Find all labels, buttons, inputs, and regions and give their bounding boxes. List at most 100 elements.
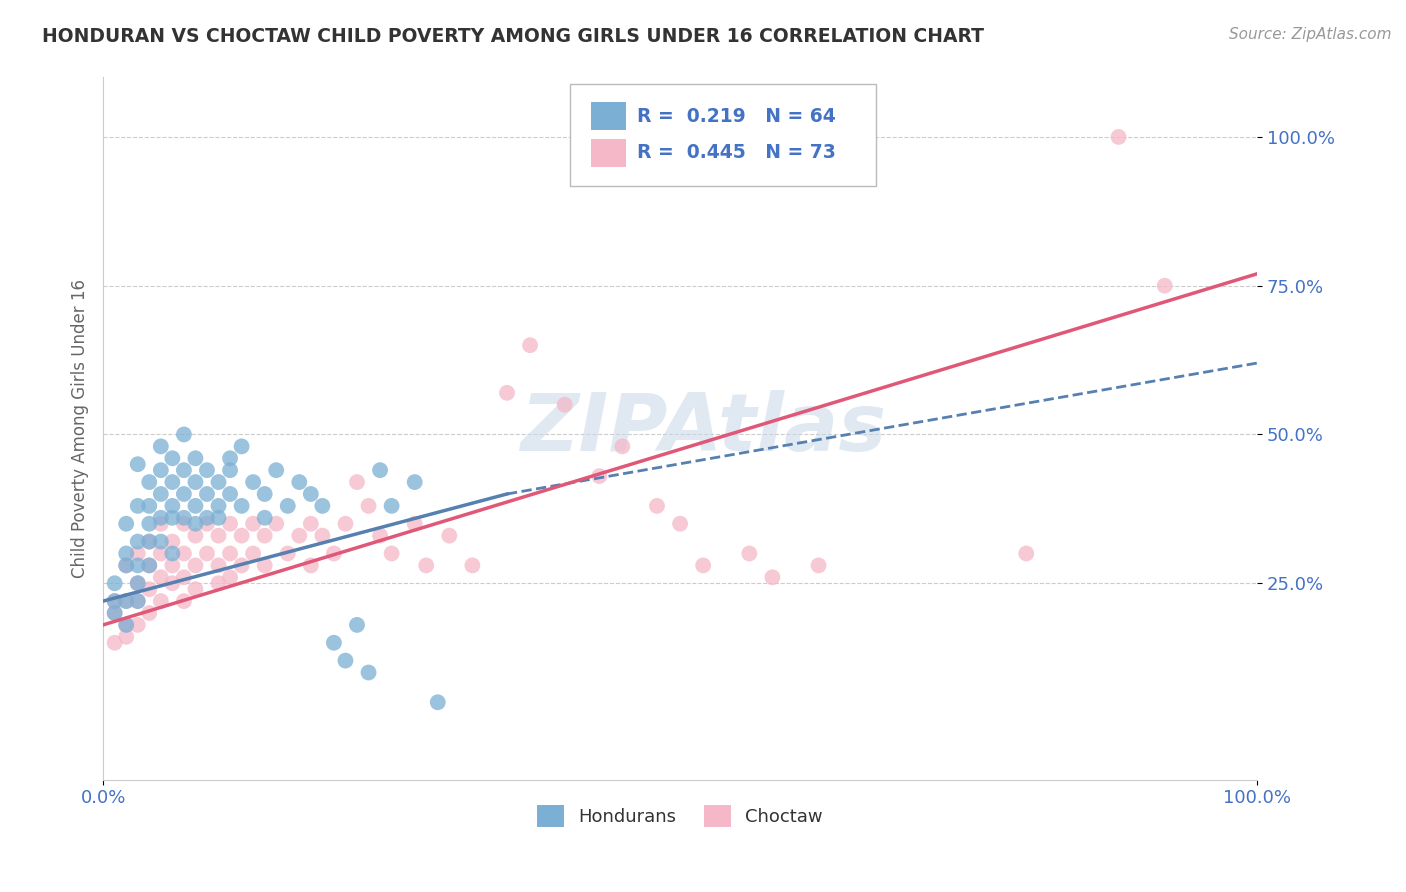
Point <box>127 499 149 513</box>
Point <box>138 606 160 620</box>
Point <box>104 636 127 650</box>
Point <box>115 594 138 608</box>
Point <box>127 558 149 573</box>
Point <box>219 570 242 584</box>
Point <box>692 558 714 573</box>
Point <box>253 487 276 501</box>
Point <box>184 475 207 489</box>
Point <box>149 439 172 453</box>
Point <box>368 528 391 542</box>
Point <box>104 594 127 608</box>
Point <box>346 475 368 489</box>
Point <box>173 487 195 501</box>
Point <box>149 487 172 501</box>
Point <box>173 516 195 531</box>
Point <box>381 547 404 561</box>
Point <box>299 558 322 573</box>
Point <box>439 528 461 542</box>
FancyBboxPatch shape <box>592 102 626 130</box>
Point <box>807 558 830 573</box>
Point <box>149 510 172 524</box>
Point <box>322 636 344 650</box>
Point <box>253 558 276 573</box>
Point <box>277 547 299 561</box>
Point <box>115 594 138 608</box>
Point <box>231 558 253 573</box>
Point <box>253 510 276 524</box>
Point <box>104 576 127 591</box>
Point <box>288 475 311 489</box>
Point <box>288 528 311 542</box>
Point <box>404 516 426 531</box>
Point <box>195 547 218 561</box>
Point <box>138 516 160 531</box>
Point <box>195 463 218 477</box>
Point <box>138 475 160 489</box>
Point <box>173 547 195 561</box>
Point <box>264 463 287 477</box>
Point <box>242 475 264 489</box>
Point <box>231 528 253 542</box>
Point <box>173 427 195 442</box>
Point <box>219 451 242 466</box>
Point <box>115 558 138 573</box>
Point <box>127 576 149 591</box>
Point <box>115 547 138 561</box>
Point <box>184 451 207 466</box>
Point <box>357 665 380 680</box>
Point <box>207 499 229 513</box>
Point <box>127 534 149 549</box>
Point <box>138 558 160 573</box>
FancyBboxPatch shape <box>571 85 876 186</box>
Point <box>184 528 207 542</box>
Point <box>207 576 229 591</box>
Point <box>415 558 437 573</box>
Point <box>219 547 242 561</box>
Point <box>368 463 391 477</box>
Text: Source: ZipAtlas.com: Source: ZipAtlas.com <box>1229 27 1392 42</box>
Point <box>104 606 127 620</box>
Point <box>184 558 207 573</box>
Point <box>104 606 127 620</box>
Point <box>219 487 242 501</box>
Point <box>311 499 333 513</box>
Point <box>162 499 184 513</box>
Point <box>207 528 229 542</box>
Point <box>253 528 276 542</box>
Point <box>127 576 149 591</box>
Point <box>173 463 195 477</box>
Text: ZIPAtlas: ZIPAtlas <box>520 390 886 467</box>
Point <box>173 570 195 584</box>
Point <box>149 534 172 549</box>
Point <box>138 499 160 513</box>
Point <box>738 547 761 561</box>
Point <box>461 558 484 573</box>
Point <box>127 594 149 608</box>
Text: HONDURAN VS CHOCTAW CHILD POVERTY AMONG GIRLS UNDER 16 CORRELATION CHART: HONDURAN VS CHOCTAW CHILD POVERTY AMONG … <box>42 27 984 45</box>
Point <box>346 618 368 632</box>
Point <box>264 516 287 531</box>
Point <box>207 510 229 524</box>
Point <box>184 582 207 597</box>
Point <box>173 510 195 524</box>
Point <box>588 469 610 483</box>
Point <box>149 594 172 608</box>
Point <box>162 547 184 561</box>
Point <box>311 528 333 542</box>
Point <box>104 594 127 608</box>
Point <box>173 594 195 608</box>
Point <box>219 516 242 531</box>
Point <box>299 487 322 501</box>
Point <box>669 516 692 531</box>
Point <box>761 570 783 584</box>
Point <box>231 499 253 513</box>
Point <box>127 547 149 561</box>
Point <box>195 487 218 501</box>
Point <box>612 439 634 453</box>
Point <box>496 385 519 400</box>
Point <box>138 534 160 549</box>
Point <box>115 618 138 632</box>
Point <box>162 534 184 549</box>
Point <box>335 516 357 531</box>
Point <box>138 558 160 573</box>
